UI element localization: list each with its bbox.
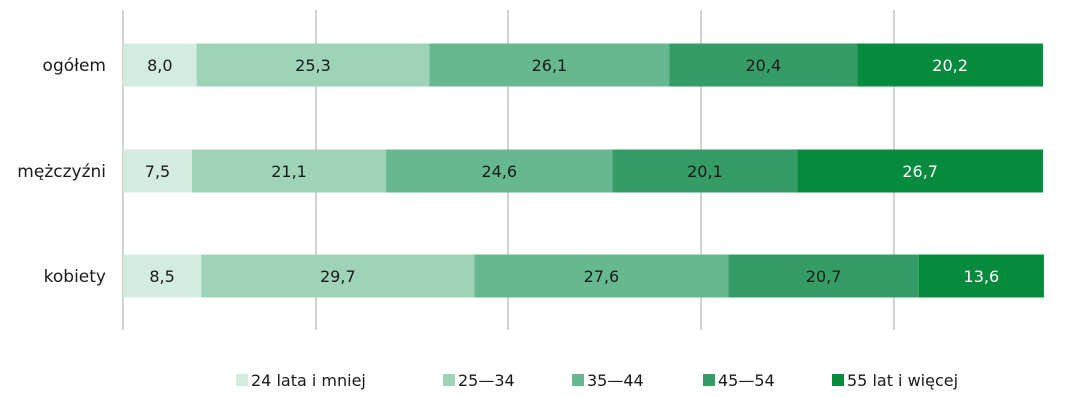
bar-segment — [192, 149, 387, 193]
category-label: mężczyźni — [17, 162, 106, 182]
data-label: 8,0 — [147, 56, 172, 75]
data-label: 25,3 — [295, 56, 331, 75]
bar-segment — [123, 43, 197, 87]
legend-swatch — [703, 374, 715, 386]
legend-swatch — [572, 374, 584, 386]
legend-label: 24 lata i mniej — [251, 371, 366, 390]
data-label: 29,7 — [320, 267, 356, 286]
data-label: 27,6 — [584, 267, 620, 286]
bar-segment — [728, 254, 919, 298]
category-label: kobiety — [44, 267, 106, 287]
bar-segment — [669, 43, 858, 87]
data-label: 20,7 — [806, 267, 842, 286]
legend-label: 45—54 — [718, 371, 775, 390]
legend-label: 35—44 — [587, 371, 644, 390]
legend-label: 25—34 — [458, 371, 515, 390]
data-label: 20,1 — [687, 162, 723, 181]
legend-swatch — [832, 374, 844, 386]
bar-segment — [386, 149, 613, 193]
bar-segment — [429, 43, 670, 87]
bars: 8,0 25,3 26,1 20,4 20,2 7,5 21,1 24,6 20,1 26,7 8,… — [123, 43, 1044, 298]
legend-swatch — [236, 374, 248, 386]
category-labels: ogółem mężczyźni kobiety — [17, 56, 106, 287]
bar-segment — [123, 149, 192, 193]
data-label: 26,1 — [532, 56, 568, 75]
bar-segment — [857, 43, 1043, 87]
bar-segment — [123, 254, 202, 298]
bar-segment — [196, 43, 430, 87]
legend-swatch — [443, 374, 455, 386]
data-label: 21,1 — [271, 162, 307, 181]
bar-segment — [201, 254, 475, 298]
data-label: 8,5 — [149, 267, 174, 286]
data-label: 24,6 — [481, 162, 517, 181]
data-label: 20,4 — [746, 56, 782, 75]
legend: 24 lata i mniej 25—34 35—44 45—54 55 lat i w… — [236, 371, 958, 390]
legend-label: 55 lat i więcej — [847, 371, 958, 390]
data-label: 13,6 — [964, 267, 1000, 286]
data-label: 20,2 — [932, 56, 968, 75]
category-label: ogółem — [43, 56, 106, 76]
bar-segment — [474, 254, 729, 298]
data-label: 26,7 — [902, 162, 938, 181]
data-label: 7,5 — [145, 162, 170, 181]
bar-segment — [612, 149, 798, 193]
bar-segment — [797, 149, 1043, 193]
bar-segment — [918, 254, 1044, 298]
